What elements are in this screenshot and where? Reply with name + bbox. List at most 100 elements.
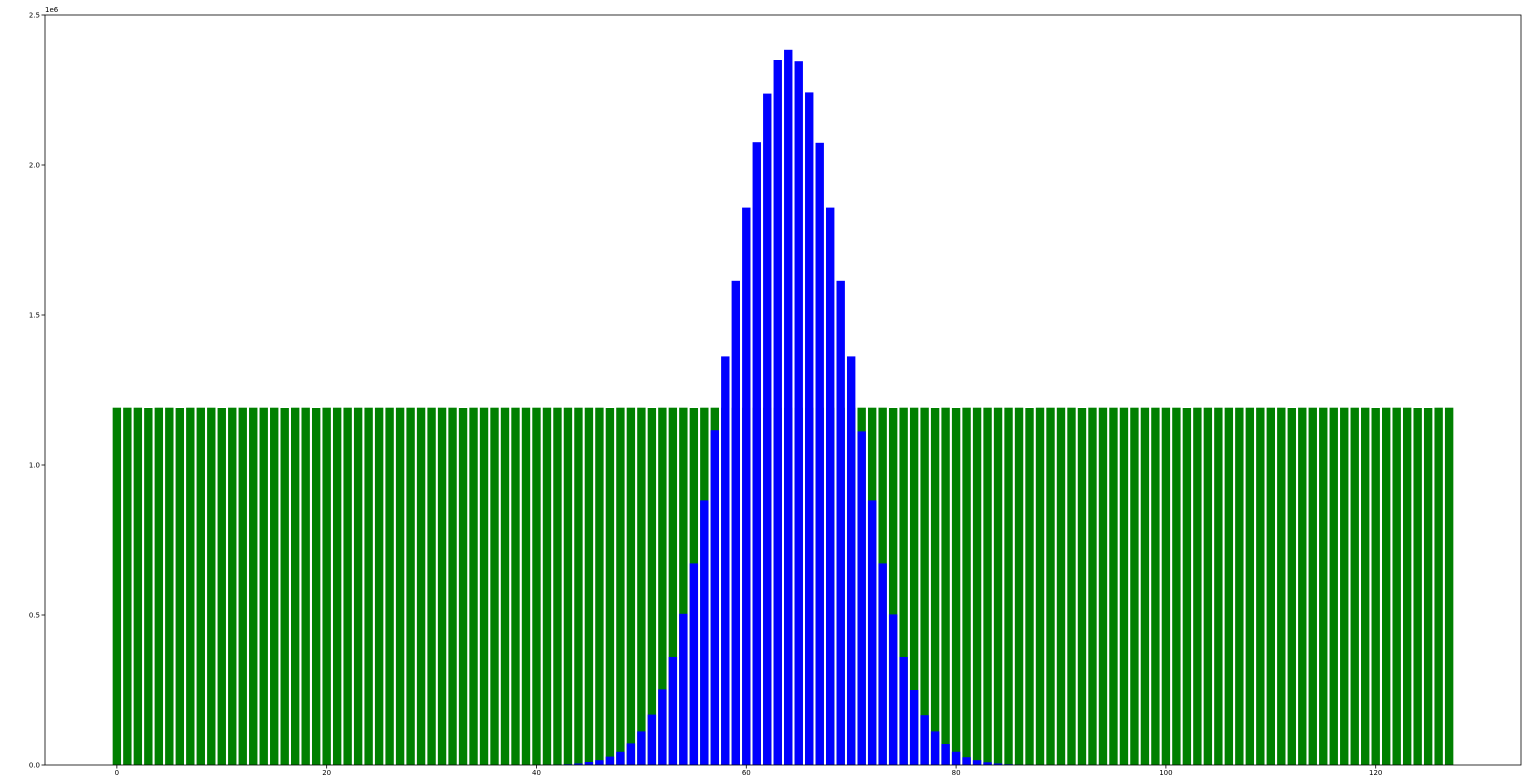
bar <box>605 408 615 765</box>
bar <box>280 408 289 765</box>
bar <box>1350 407 1359 765</box>
bar <box>1130 407 1139 765</box>
bar <box>165 407 174 765</box>
bar <box>238 407 247 765</box>
bar <box>259 407 268 765</box>
bar <box>270 407 279 765</box>
bar <box>805 92 814 765</box>
bar <box>909 690 919 765</box>
bar <box>133 407 143 765</box>
bar <box>1161 407 1171 765</box>
bar <box>972 760 982 765</box>
bar <box>1392 407 1401 765</box>
bar <box>490 407 499 765</box>
bar <box>395 407 405 765</box>
bar <box>668 657 678 765</box>
bar <box>962 757 971 765</box>
bar <box>846 356 856 765</box>
bar <box>752 142 761 765</box>
bar <box>1067 407 1076 765</box>
bar <box>1224 407 1234 765</box>
bar <box>826 207 835 766</box>
bar <box>920 715 929 765</box>
bar <box>1287 408 1296 765</box>
bar <box>1182 408 1192 765</box>
bar <box>595 760 604 765</box>
bar <box>553 407 562 765</box>
bar <box>647 714 657 765</box>
bar <box>186 407 195 765</box>
bar <box>112 407 122 765</box>
bar <box>658 407 667 765</box>
bar <box>888 408 898 765</box>
bar <box>941 407 950 765</box>
bar-series-blue <box>532 49 1045 766</box>
bar <box>1245 407 1255 765</box>
bar <box>1214 407 1223 765</box>
bar <box>637 731 646 765</box>
bar <box>1088 407 1097 765</box>
bar <box>1413 408 1422 765</box>
bar <box>836 280 845 765</box>
bar <box>1371 408 1380 765</box>
bar <box>584 407 594 765</box>
bar <box>406 407 415 765</box>
y-tick-label: 1.5 <box>29 312 40 320</box>
y-axis-offset-label: 1e6 <box>45 6 59 14</box>
bar <box>930 731 940 765</box>
bar <box>878 563 887 765</box>
bar <box>154 407 164 765</box>
bar <box>374 407 384 765</box>
bar <box>616 407 625 765</box>
bar <box>584 762 594 765</box>
bar <box>343 407 352 765</box>
y-axis: 0.0 0.5 1.0 1.5 2.0 2.5 <box>29 12 45 770</box>
bar <box>1140 407 1150 765</box>
bar <box>1298 407 1307 765</box>
x-tick-label: 100 <box>1159 769 1172 777</box>
bar <box>1266 407 1275 765</box>
bar <box>668 407 678 765</box>
bar <box>899 657 908 765</box>
bar <box>647 408 657 765</box>
bar <box>679 407 688 765</box>
bar <box>951 751 961 765</box>
bar <box>972 407 982 765</box>
bar <box>773 60 782 765</box>
y-tick-label: 0.0 <box>29 762 40 770</box>
bar <box>385 407 394 765</box>
bar <box>700 500 709 765</box>
bar <box>1434 407 1443 765</box>
bar <box>962 407 971 765</box>
bar <box>679 613 688 765</box>
bar <box>1056 407 1066 765</box>
bar <box>983 762 992 765</box>
bar <box>448 407 457 765</box>
bar <box>658 689 667 765</box>
bar <box>930 408 940 765</box>
bar <box>532 407 541 765</box>
bar <box>731 280 740 765</box>
bar <box>1077 408 1087 765</box>
x-tick-label: 0 <box>115 769 119 777</box>
bar <box>815 142 824 766</box>
bar <box>1235 407 1244 765</box>
y-tick-label: 2.0 <box>29 162 40 170</box>
bar <box>888 614 898 765</box>
bar <box>1119 407 1129 765</box>
bar <box>1025 408 1034 765</box>
bar-series-green <box>112 407 1454 765</box>
bar <box>479 407 489 765</box>
bar <box>1319 407 1328 765</box>
bar <box>710 430 720 765</box>
bar <box>899 407 908 765</box>
bar <box>1193 407 1202 765</box>
bar <box>123 407 132 765</box>
bar <box>469 407 478 765</box>
bar <box>1423 408 1433 765</box>
bar <box>500 407 510 765</box>
x-tick-label: 80 <box>952 769 961 777</box>
bar <box>364 407 373 765</box>
x-tick-label: 120 <box>1369 769 1382 777</box>
